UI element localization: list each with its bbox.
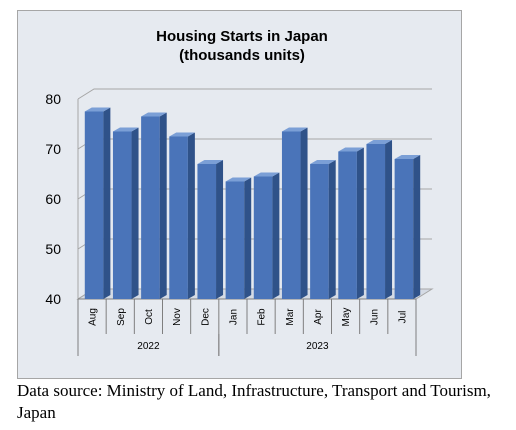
bar-top — [141, 112, 167, 117]
bar-nov — [169, 132, 195, 299]
bar-front — [84, 111, 104, 299]
bar-side — [103, 107, 111, 299]
bar-top — [253, 172, 280, 177]
y-tick-label: 50 — [45, 241, 61, 257]
bar-top — [394, 155, 421, 159]
bar-top — [197, 160, 224, 164]
bar-top — [366, 140, 393, 144]
y-tick-label: 40 — [45, 291, 61, 307]
bar-top — [169, 132, 195, 137]
bar-front — [225, 181, 245, 299]
x-tick-label: Nov — [172, 308, 183, 326]
bar-side — [159, 112, 167, 299]
data-source-note: Data source: Ministry of Land, Infrastru… — [17, 381, 491, 422]
year-label-2023: 2023 — [306, 341, 329, 352]
chart-title-line-2: (thousands units) — [179, 47, 305, 64]
bar-jul — [394, 155, 421, 299]
x-tick-label: Jul — [397, 311, 408, 324]
bar-front — [112, 131, 132, 299]
bar-dec — [197, 160, 224, 299]
x-tick-label: Oct — [144, 309, 155, 325]
x-tick-label: Apr — [313, 309, 324, 325]
bar-side — [300, 127, 308, 299]
bar-front — [366, 144, 386, 299]
x-tick-label: Jun — [369, 309, 380, 325]
bar-top — [112, 127, 139, 132]
bar-side — [413, 155, 421, 299]
bar-apr — [310, 160, 336, 299]
bar-side — [131, 127, 139, 299]
bar-side — [216, 160, 224, 299]
bar-aug — [84, 107, 111, 299]
chart-area: Housing Starts in Japan (thousands units… — [17, 10, 462, 379]
chart-title-line-1: Housing Starts in Japan — [156, 28, 328, 45]
x-tick-label: Mar — [285, 308, 296, 326]
bar-front — [310, 164, 329, 299]
bar-front — [197, 164, 217, 299]
bar-front — [281, 131, 301, 299]
bar-top — [310, 160, 336, 164]
y-tick-label: 70 — [45, 141, 61, 157]
x-tick-label: May — [341, 308, 352, 327]
bar-side — [385, 140, 393, 299]
bar-front — [169, 136, 188, 299]
bar-mar — [281, 127, 308, 299]
x-tick-label: Jan — [228, 309, 239, 325]
x-tick-label: Aug — [88, 308, 99, 326]
bars — [84, 107, 421, 299]
bar-side — [187, 132, 195, 299]
bar-jan — [225, 177, 252, 299]
bar-may — [338, 147, 364, 299]
bar-side — [328, 160, 336, 299]
x-tick-label: Dec — [200, 308, 211, 326]
y-tick-label: 80 — [45, 91, 61, 107]
bar-side — [356, 147, 364, 299]
gridline — [77, 88, 432, 100]
bar-jun — [366, 140, 393, 299]
year-label-2022: 2022 — [137, 341, 160, 352]
y-tick-label: 60 — [45, 191, 61, 207]
bar-side — [272, 172, 280, 299]
bar-top — [84, 107, 111, 112]
bar-top — [281, 127, 308, 132]
bar-front — [394, 159, 414, 299]
bar-feb — [253, 172, 280, 299]
bar-top — [338, 147, 364, 152]
bar-front — [253, 176, 273, 299]
bar-sep — [112, 127, 139, 299]
x-tick-label: Sep — [116, 308, 127, 326]
bar-top — [225, 177, 252, 182]
bar-oct — [141, 112, 167, 299]
axis-labels: 40 50 60 70 80 2022 2023 Aug Sep Oct Nov Dec Jan Feb M… — [45, 91, 408, 352]
bar-side — [244, 177, 252, 299]
bar-chart: Housing Starts in Japan (thousands units… — [45, 28, 434, 356]
x-tick-label: Feb — [257, 308, 268, 326]
bar-front — [338, 151, 357, 299]
bar-front — [141, 116, 160, 299]
